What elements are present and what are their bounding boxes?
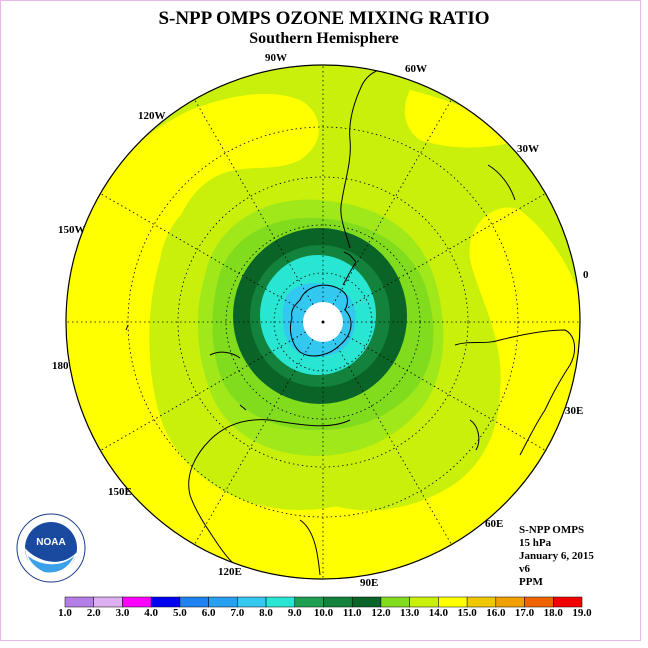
colorbar-tick-label: 15.0: [457, 607, 477, 619]
figure-title: S-NPP OMPS OZONE MIXING RATIO: [158, 8, 490, 29]
lon-label-120e: 120E: [218, 566, 242, 578]
colorbar-tick-label: 19.0: [572, 607, 592, 619]
lon-label-30e: 30E: [565, 405, 584, 417]
data-date: January 6, 2015: [519, 550, 594, 562]
map-disk: [66, 65, 580, 579]
lon-label-90w: 90W: [265, 52, 287, 64]
colorbar-swatch: [265, 596, 296, 608]
pressure-level: 15 hPa: [519, 537, 552, 549]
version-label: v6: [519, 563, 530, 575]
colorbar-swatch: [409, 596, 439, 608]
lon-label-60w: 60W: [405, 63, 427, 75]
colorbar-tick-label: 4.0: [144, 607, 159, 619]
coastlines: [125, 67, 576, 576]
colorbar-tick-label: 17.0: [514, 607, 535, 619]
colorbar-tick-label: 10.0: [313, 607, 334, 619]
field-14ppm-northeast: [404, 90, 520, 148]
colorbar-tick-label: 11.0: [342, 607, 362, 619]
colorbar-swatch: [64, 596, 94, 608]
colorbar: [64, 596, 583, 608]
south-pole-marker: [321, 320, 325, 324]
page-border: [0, 0, 641, 641]
colorbar-swatch: [438, 596, 468, 608]
units-label: PPM: [519, 576, 543, 588]
colorbar-tick-label: 7.0: [230, 607, 245, 619]
lon-label-0: 0: [583, 269, 589, 281]
colorbar-swatch: [150, 596, 181, 608]
lon-label-90e: 90E: [360, 577, 379, 589]
colorbar-tick-label: 3.0: [115, 607, 130, 619]
lon-label-150w: 150W: [58, 224, 86, 236]
colorbar-tick-label: 13.0: [400, 607, 420, 619]
colorbar-swatch: [294, 596, 324, 608]
colorbar-swatch: [122, 596, 152, 608]
colorbar-tick-label: 5.0: [173, 607, 187, 619]
colorbar-swatch: [495, 596, 525, 608]
map-border: [65, 64, 581, 580]
colorbar-tick-label: 6.0: [201, 607, 216, 619]
colorbar-swatch: [524, 596, 554, 608]
colorbar-swatch: [237, 596, 267, 608]
colorbar-tick-label: 9.0: [287, 607, 302, 619]
colorbar-swatch: [553, 596, 583, 608]
lon-label-30w: 30W: [517, 143, 539, 155]
colorbar-tick-label: 8.0: [259, 607, 273, 619]
lon-label-120w: 120W: [138, 110, 166, 122]
lon-label-150e: 150E: [108, 486, 132, 498]
colorbar-tick-label: 2.0: [86, 607, 101, 619]
meridian-lines: [66, 65, 580, 579]
instrument-name: S-NPP OMPS: [519, 524, 585, 536]
colorbar-swatch: [179, 596, 209, 608]
colorbar-tick-label: 14.0: [428, 607, 448, 619]
colorbar-tick-label: 12.0: [371, 607, 391, 619]
meridian-line: [332, 339, 452, 545]
colorbar-tick-label: 1.0: [58, 607, 72, 619]
colorbar-swatch: [323, 596, 353, 608]
colorbar-swatch: [208, 596, 238, 608]
noaa-logo-text: NOAA: [36, 537, 65, 548]
lon-label-180: 180: [52, 360, 69, 372]
colorbar-tick-label: 16.0: [486, 607, 506, 619]
lon-label-60e: 60E: [485, 518, 504, 530]
colorbar-tick-label: 18.0: [543, 607, 563, 619]
colorbar-swatch: [380, 596, 410, 608]
product-info: S-NPP OMPS 15 hPa January 6, 2015 v6 PPM: [519, 524, 594, 589]
colorbar-swatch: [351, 596, 382, 608]
colorbar-swatch: [466, 596, 497, 608]
meridian-line: [340, 331, 546, 451]
figure-subtitle: Southern Hemisphere: [249, 30, 399, 47]
colorbar-swatch: [93, 596, 123, 608]
noaa-logo: NOAA: [16, 513, 86, 583]
